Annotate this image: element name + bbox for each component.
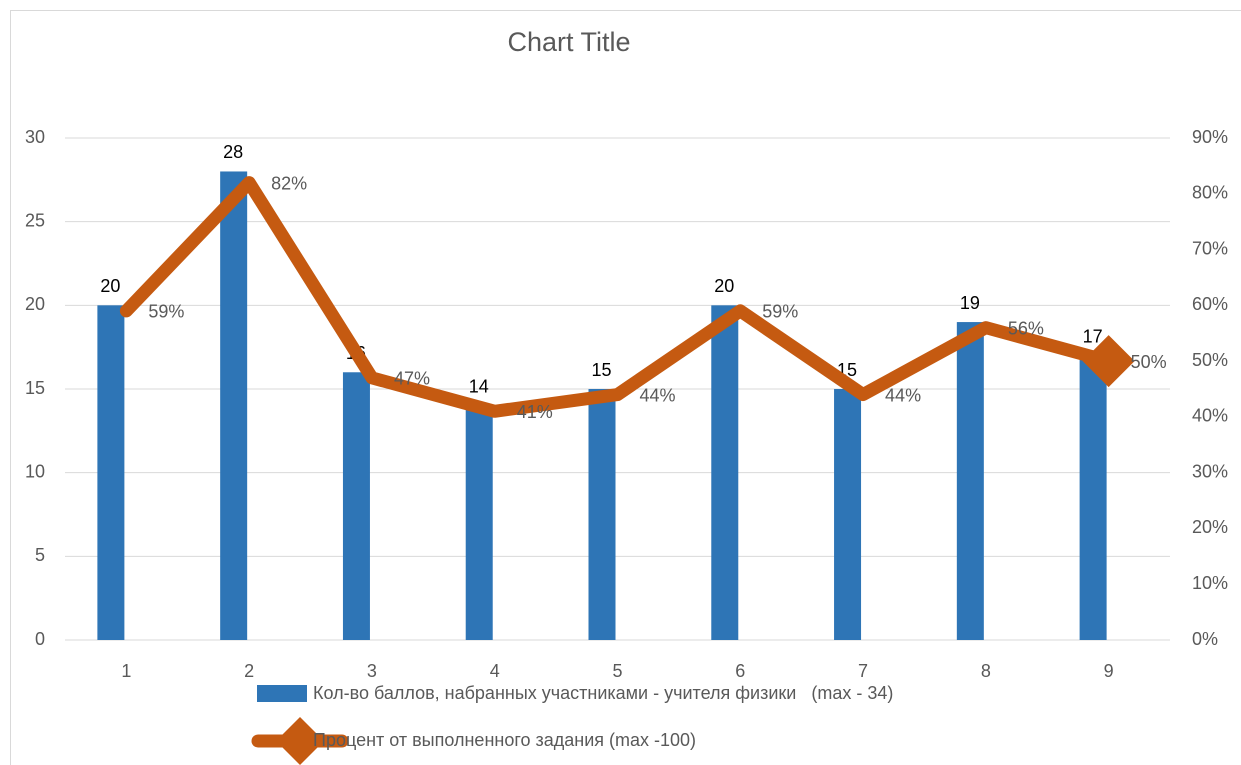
line-value-label: 44%	[885, 385, 921, 405]
chart-title: Chart Title	[507, 27, 630, 57]
x-tick-label: 1	[121, 661, 131, 681]
bar-value-label: 20	[100, 276, 120, 296]
legend-swatch	[257, 685, 307, 702]
x-tick-label: 4	[490, 661, 500, 681]
line-value-label: 41%	[517, 402, 553, 422]
y2-tick-label: 80%	[1192, 183, 1228, 203]
line-marker	[1082, 335, 1135, 388]
x-tick-label: 3	[367, 661, 377, 681]
y-tick-label: 30	[25, 127, 45, 147]
line-value-label: 50%	[1131, 352, 1167, 372]
line-value-label: 56%	[1008, 318, 1044, 338]
bar-value-label: 20	[714, 276, 734, 296]
legend-marker	[276, 717, 324, 765]
line-value-label: 44%	[640, 385, 676, 405]
y-tick-label: 20	[25, 294, 45, 314]
x-tick-label: 9	[1104, 661, 1114, 681]
line-value-label: 82%	[271, 173, 307, 193]
bar	[588, 389, 616, 640]
y2-tick-label: 10%	[1192, 573, 1228, 593]
bar-value-label: 15	[591, 360, 611, 380]
y2-tick-label: 30%	[1192, 461, 1228, 481]
y-tick-label: 10	[25, 461, 45, 481]
line	[119, 176, 1116, 418]
legend-label: Процент от выполненного задания (max -10…	[313, 730, 696, 750]
y2-tick-label: 50%	[1192, 350, 1228, 370]
y2-tick-label: 90%	[1192, 127, 1228, 147]
bar	[220, 171, 248, 640]
bar-value-label: 19	[960, 293, 980, 313]
bar	[342, 372, 370, 640]
line-value-label: 47%	[394, 369, 430, 389]
bar-value-label: 28	[223, 142, 243, 162]
bar	[1079, 355, 1107, 640]
y2-tick-label: 0%	[1192, 629, 1218, 649]
bar	[97, 305, 125, 640]
x-tick-label: 8	[981, 661, 991, 681]
y2-tick-label: 20%	[1192, 517, 1228, 537]
bar-value-label: 14	[469, 376, 489, 396]
y2-tick-label: 40%	[1192, 406, 1228, 426]
y2-tick-label: 70%	[1192, 238, 1228, 258]
bar	[834, 389, 862, 640]
bar	[711, 305, 739, 640]
x-tick-label: 5	[612, 661, 622, 681]
line-value-label: 59%	[762, 302, 798, 322]
x-tick-label: 6	[735, 661, 745, 681]
y-tick-label: 25	[25, 210, 45, 230]
bar	[465, 405, 493, 640]
line-value-label: 59%	[148, 302, 184, 322]
y2-tick-label: 60%	[1192, 294, 1228, 314]
bar-value-label: 17	[1083, 326, 1103, 346]
y-tick-label: 15	[25, 378, 45, 398]
y-tick-label: 0	[35, 629, 45, 649]
bar	[956, 322, 984, 640]
x-tick-label: 7	[858, 661, 868, 681]
legend-label: Кол-во баллов, набранных участниками - у…	[313, 683, 893, 703]
y-tick-label: 5	[35, 545, 45, 565]
x-tick-label: 2	[244, 661, 254, 681]
